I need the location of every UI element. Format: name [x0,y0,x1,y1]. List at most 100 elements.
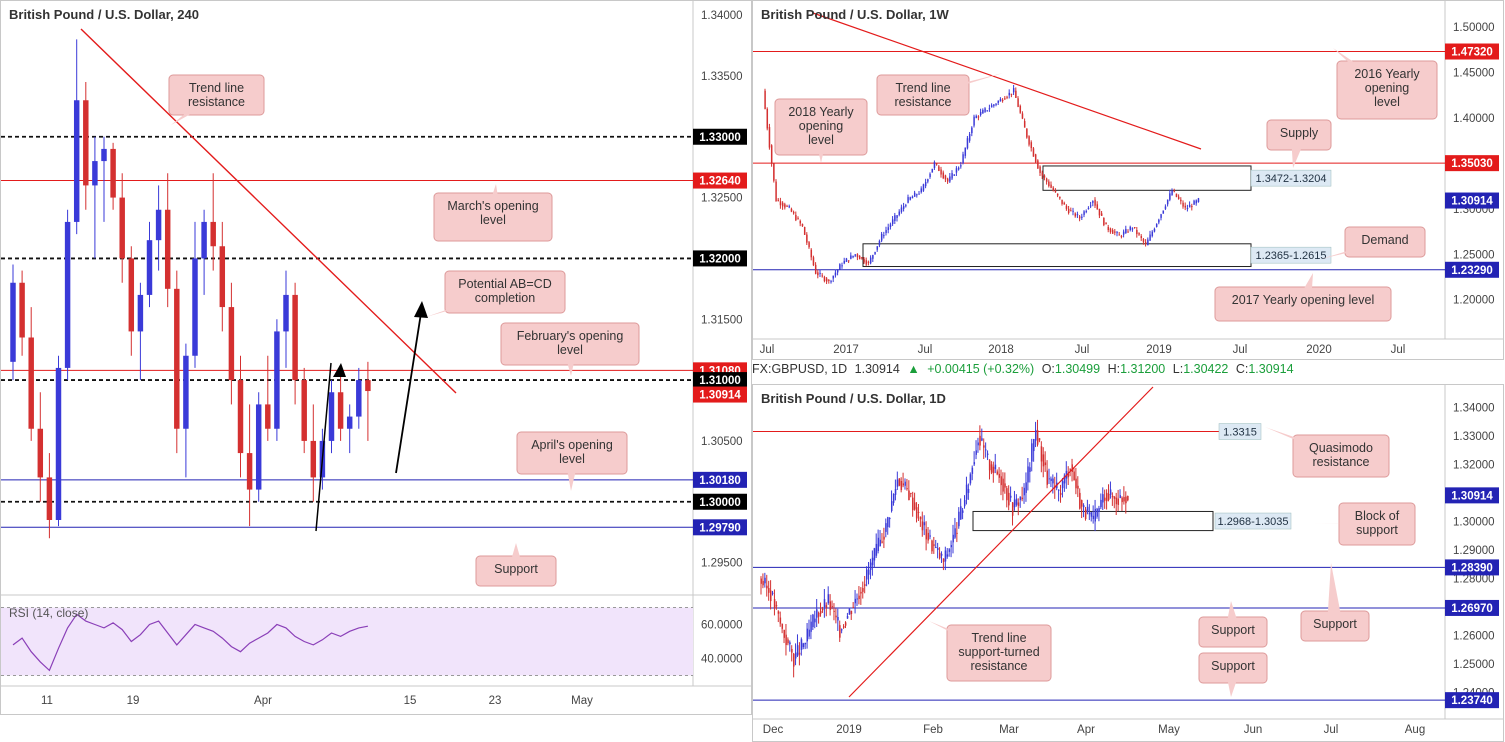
d1-candle-body [1111,495,1114,498]
d1-candle-body [829,601,832,610]
w1-candle-body [852,255,854,258]
d1-candle-body [833,610,835,612]
daily-chart-title: British Pound / U.S. Dollar, 1D [761,391,946,406]
w1-candle-body [1118,234,1121,236]
w1-candle-body [1012,88,1015,93]
d1-candle-body [785,634,787,646]
symbol-label: FX:GBPUSD, 1D [752,362,848,376]
d1-candle-body [1107,493,1110,500]
h4-x-tick-label: May [571,695,593,707]
weekly-chart-panel[interactable]: 1.50000 1.45000 1.40000 1.30000 1.25000 1.200… [752,0,1504,360]
h4-candle-body [110,148,116,198]
d1-candle-body [935,547,937,549]
d1-qm-label: 1.3315 [1223,427,1257,439]
daily-chart[interactable]: 1.34000 1.33000 1.32000 1.30000 1.29000 1.280… [753,385,1504,742]
w1-candle-body [905,205,907,207]
w1-candle-body [843,260,846,264]
w1-candle-body [876,246,879,250]
w1-candle-body [784,204,786,208]
d1-candle-body [1094,508,1097,522]
d1-candle-body [1004,483,1006,488]
w1-level-tag-text: 1.35030 [1451,158,1493,170]
w1-candle-body [920,188,923,193]
d1-candle-body [804,642,807,645]
w1-x-tick-label: Jul [1391,344,1406,356]
w1-candle-body [1169,193,1171,200]
d1-candle-body [929,535,931,537]
d1-trend-line [848,386,1154,698]
h4-candle-body [337,392,344,429]
d1-x-tick-label: Aug [1405,724,1425,736]
w1-candle-body [836,269,839,273]
h4-candle-body [101,148,107,162]
daily-chart-panel[interactable]: 1.34000 1.33000 1.32000 1.30000 1.29000 1.280… [752,384,1504,742]
w1-candle-body [1114,231,1116,233]
w1-candle-body [982,109,984,114]
d1-candle-body [1021,497,1024,500]
h4-trend-callout-text: resistance [188,95,245,109]
w1-candle-body [1140,236,1143,239]
w1-candle-body [1061,199,1063,204]
w1-x-tick-label: 2018 [988,344,1014,356]
h4-level-tag [693,519,747,536]
w1-candle-body [847,260,850,262]
h4-candle-body [246,453,253,490]
d1-candle-body [1000,476,1002,486]
h4-candle-body [55,367,62,520]
w1-candle-body [1021,113,1024,119]
w1-candle-body [949,176,951,182]
h4-chart[interactable]: 1.34000 1.33500 1.32500 1.31500 1.30500 1.295… [1,1,752,715]
d1-candle-body [1104,497,1106,501]
w1-current-price-tag-text: 1.30914 [1451,196,1493,208]
close-label: C: [1235,362,1249,376]
w1-candle-body [1131,228,1134,230]
w1-2018-callout-pointer [813,127,829,163]
w1-2018-callout-text: opening [799,119,844,133]
w1-candle-body [1081,216,1083,218]
d1-candle-body [1008,492,1010,506]
d1-candle-body [806,628,809,642]
h4-level-tag [693,172,747,189]
low-label: L: [1172,362,1184,376]
w1-candle-body [828,279,830,281]
w1-zone-rect [1042,165,1252,191]
d1-support1-callout-text: Support [1211,623,1255,637]
h4-chart-panel[interactable]: 1.34000 1.33500 1.32500 1.31500 1.30500 1.295… [0,0,752,715]
rsi-line [12,613,369,672]
h4-support-callout-text: Support [494,562,538,576]
weekly-chart[interactable]: 1.500001.450001.400001.300001.250001.200… [753,1,1504,360]
d1-x-tick-label: Feb [923,724,943,736]
w1-candle-body [1056,193,1059,196]
d1-candle-body [1027,466,1029,483]
d1-candle-body [1109,489,1112,495]
w1-candle-body [896,215,898,218]
w1-candle-body [938,166,940,171]
w1-candle-body [898,211,901,215]
w1-candle-body [872,255,874,259]
w1-candle-body [801,223,804,227]
d1-candle-body [808,629,810,637]
w1-x-tick-label: 2020 [1306,344,1332,356]
w1-candle-body [977,116,980,118]
d1-candle-body [1061,481,1064,489]
h4-candle-body [37,428,44,478]
w1-y-tick-label: 1.20000 [1453,295,1495,307]
d1-candle-body [883,536,885,540]
w1-candle-body [1147,239,1149,246]
d1-candle-body [812,614,814,628]
w1-candle-body [863,258,865,263]
d1-candle-body [1067,473,1070,478]
d1-block-callout-pointer [1313,523,1385,524]
d1-candle-body [956,532,958,534]
h4-x-tick-label: 11 [41,695,53,707]
w1-candle-body [955,168,958,173]
w1-demand-callout-text: Demand [1361,233,1408,247]
d1-candle-body [1069,469,1072,471]
h4-y-tick-label: 1.32500 [701,193,743,205]
d1-support1-callout-pointer [1225,601,1241,632]
d1-candle-body [856,598,858,600]
up-arrow-icon: ▲ [907,362,920,376]
d1-candle-body [1006,488,1008,501]
d1-y-tick-label: 1.33000 [1453,431,1495,443]
w1-candle-body [814,264,817,274]
